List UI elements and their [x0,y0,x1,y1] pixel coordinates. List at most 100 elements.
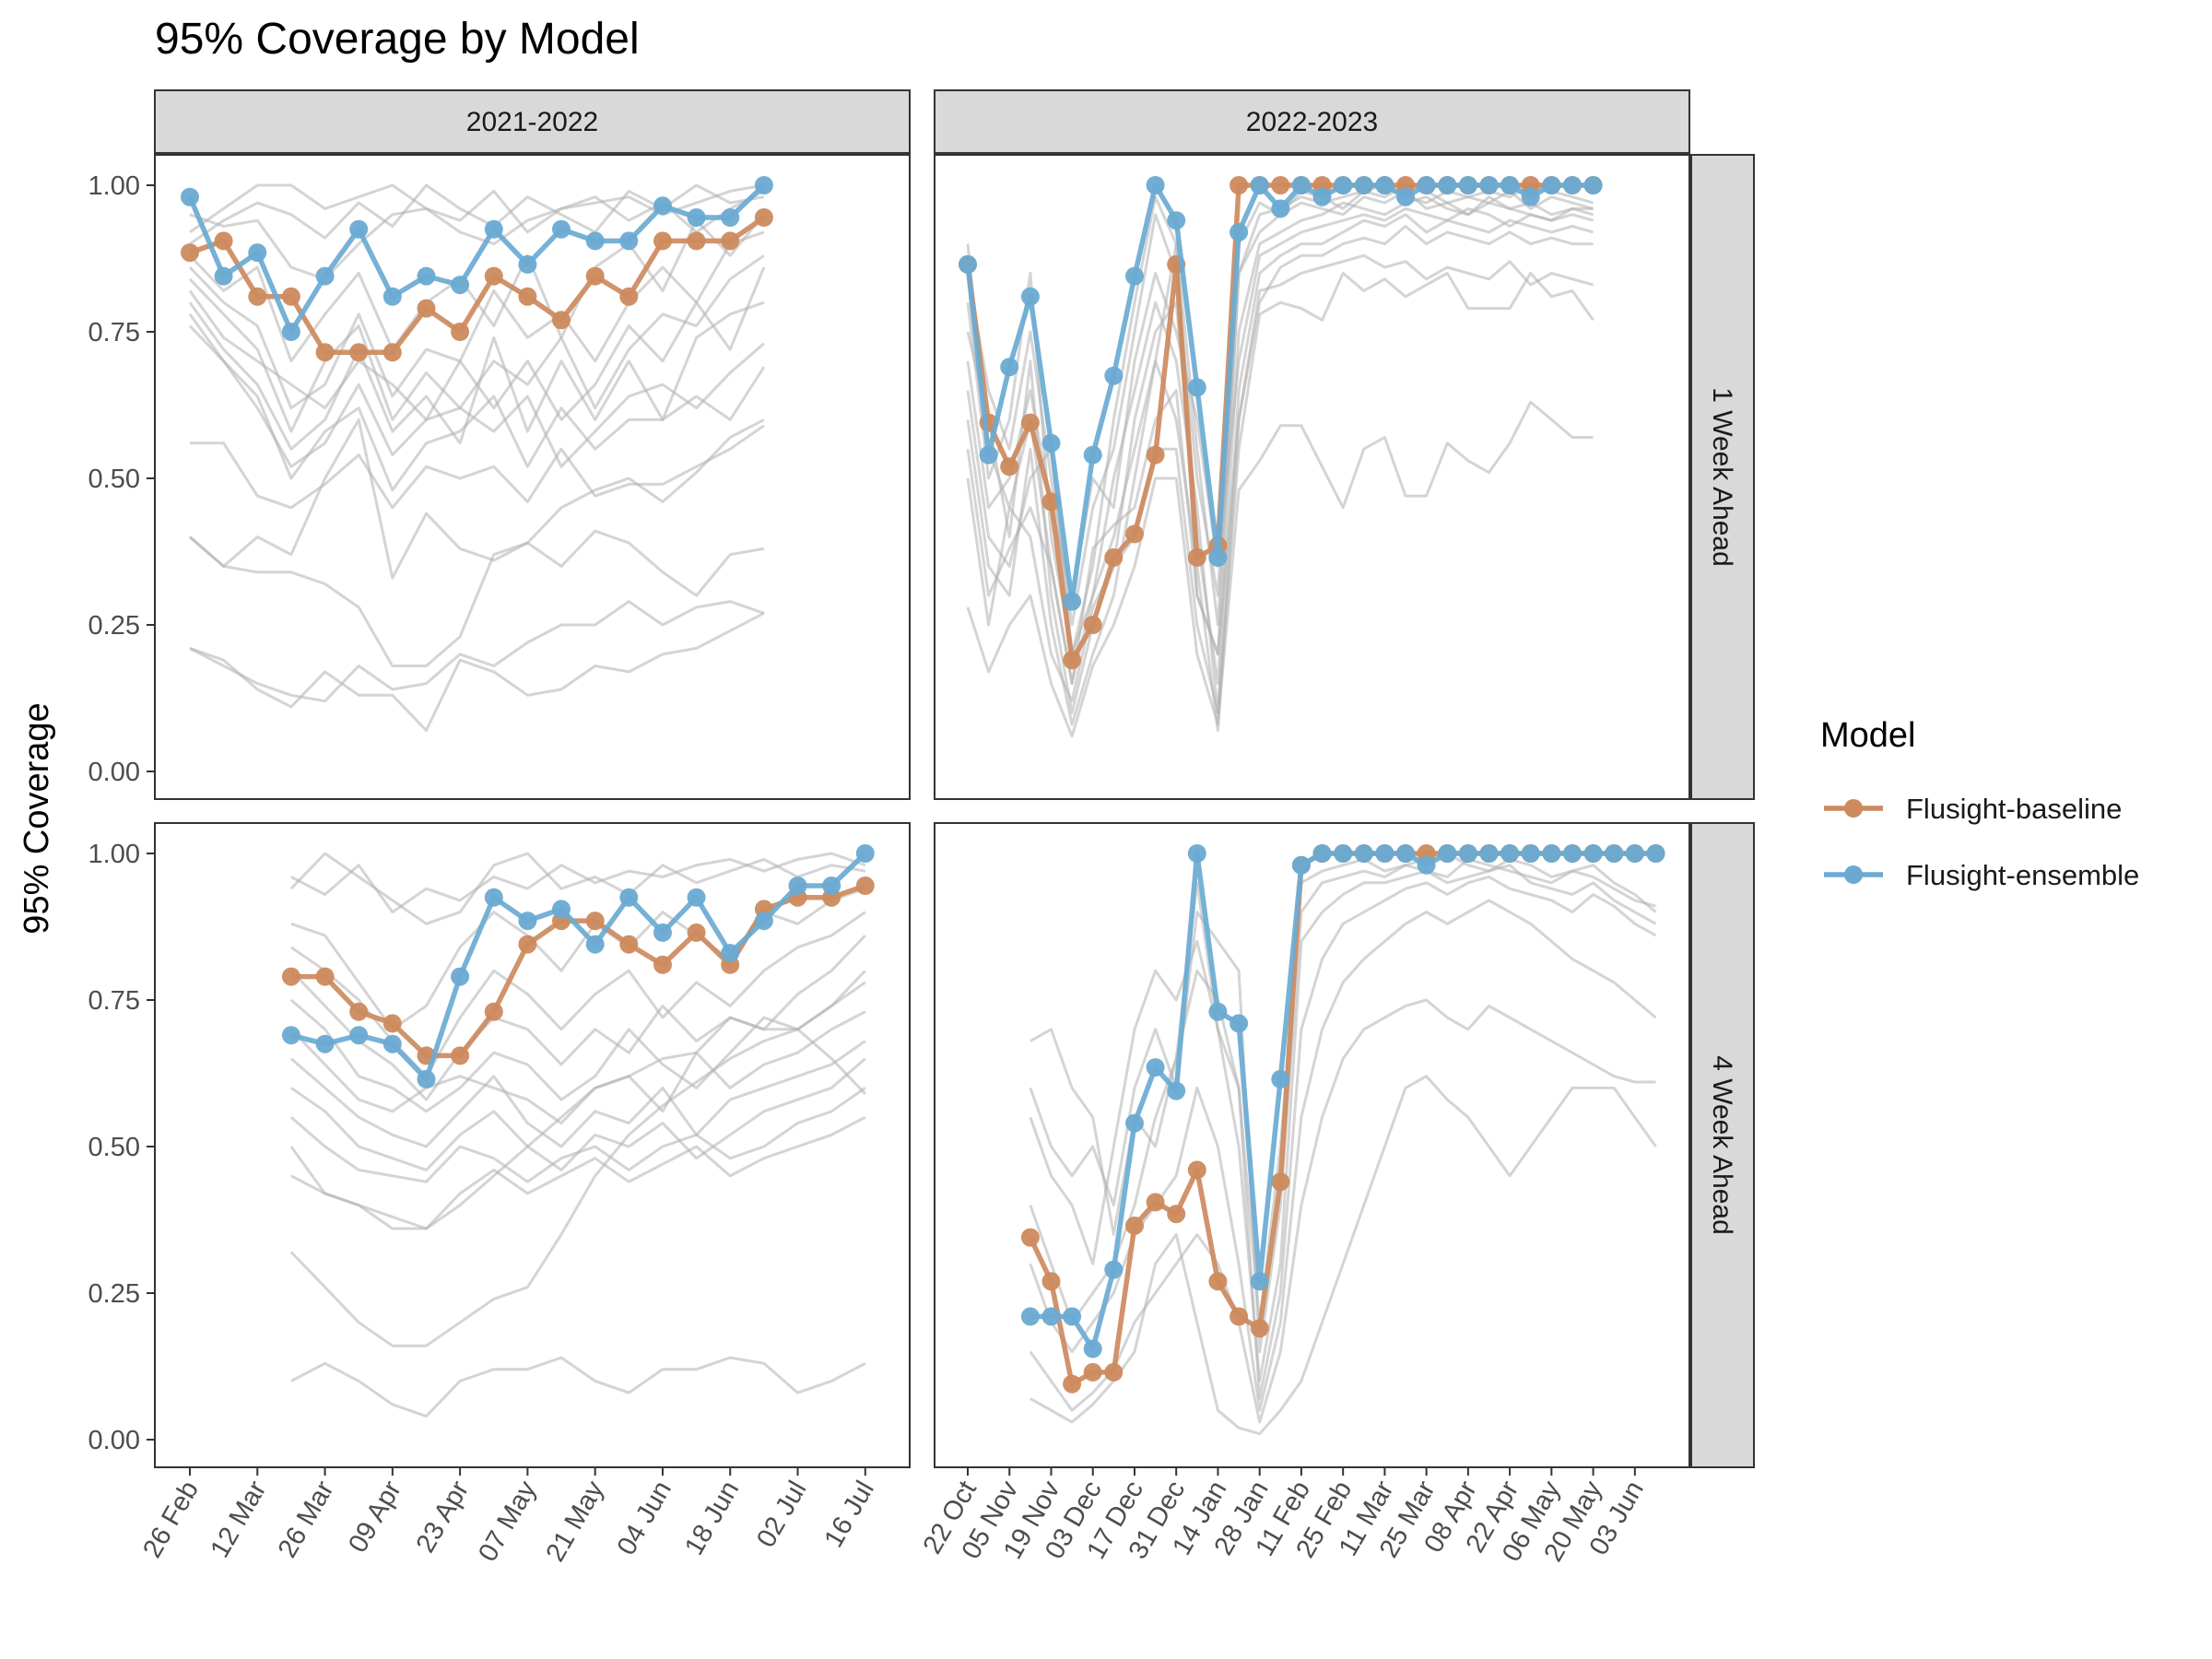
legend-title: Model [1820,716,1916,755]
data-point [1063,1307,1082,1326]
data-point [687,888,706,907]
data-point [1146,445,1165,465]
data-point [1312,844,1332,863]
data-point [1187,378,1206,397]
data-point [451,323,470,341]
legend-item: Flusight-baseline [1824,793,2122,825]
data-point [1104,366,1124,385]
data-point [1146,1058,1165,1077]
data-point [1230,1014,1249,1033]
strip-horizon-label: 1 Week Ahead [1707,387,1737,567]
data-point [1583,176,1603,194]
other-model-line [188,230,765,410]
other-model-line [966,253,1594,686]
data-point [1230,222,1249,241]
data-point [382,343,402,362]
data-point [1271,176,1290,194]
other-model-line [289,934,866,1101]
legend-label: Flusight-ensemble [1906,859,2139,891]
data-point [1000,358,1019,377]
data-point [281,323,300,341]
other-model-line [189,529,765,667]
other-model-line [289,970,866,1113]
data-point [1500,176,1520,194]
y-tick-label: 0.50 [88,465,140,494]
x-tick-label: 12 Mar [205,1476,272,1562]
data-point [1104,1260,1124,1279]
data-point [1521,844,1540,863]
data-point [1125,524,1144,544]
data-point [1625,844,1644,863]
data-point [653,231,672,251]
panel [154,154,911,800]
data-point [518,912,537,931]
x-tick-label: 23 Apr [411,1476,476,1558]
data-point [653,955,672,974]
data-point [1334,176,1353,194]
x-tick-label: 26 Mar [273,1476,340,1562]
data-point [619,231,639,251]
data-point [788,877,807,895]
data-point [619,935,639,954]
data-point [1041,433,1061,453]
data-point [1104,1362,1124,1382]
panel-border [154,154,911,800]
data-point [1458,844,1477,863]
data-point [181,187,199,206]
data-point [1187,547,1206,567]
data-point [1208,1272,1228,1291]
other-model-line [966,271,1594,714]
other-model-line [1030,1075,1657,1436]
data-point [585,231,605,251]
data-point [1083,616,1102,634]
data-point [281,287,300,306]
data-point [484,219,503,239]
data-point [1271,1069,1290,1088]
chart-title: 95% Coverage by Model [155,15,640,64]
data-point [1250,176,1269,194]
data-point [382,1014,402,1033]
data-point [417,266,436,286]
x-tick-label: 04 Jun [612,1477,677,1560]
data-point [754,208,773,227]
legend: Model Flusight-baseline Flusight-ensemble [1820,716,2139,891]
data-point [619,287,639,306]
y-tick-label: 0.50 [88,1133,140,1162]
data-point [721,208,740,227]
x-tick-label: 18 Jun [679,1477,745,1560]
data-point [1542,176,1561,194]
strip-season [934,89,1690,154]
data-point [687,208,706,227]
panel [934,154,1690,800]
y-tick-label: 0.75 [88,986,140,1016]
data-point [518,254,537,274]
data-point [1020,1228,1040,1247]
panel-border [934,822,1690,1468]
x-tick-label: 21 May [540,1476,610,1567]
data-point [1020,1307,1040,1326]
y-tick-label: 0.00 [88,1426,140,1455]
data-point [1354,844,1373,863]
data-point [1563,844,1582,863]
data-point [349,1002,369,1021]
panel-background [155,155,910,799]
data-point [1000,457,1019,477]
x-tick-label: 26 Feb [137,1477,205,1563]
data-point [653,196,672,216]
other-model-line [289,852,866,925]
data-point [181,243,199,263]
data-point [1271,199,1290,218]
data-point [1479,844,1499,863]
legend-item: Flusight-ensemble [1824,859,2139,891]
strip-season [154,89,911,154]
data-point [281,1026,300,1045]
data-point [552,311,571,330]
data-point [315,967,335,986]
other-model-line [188,324,766,492]
data-point [1542,844,1561,863]
x-tick-label: 02 Jul [751,1477,812,1553]
data-point [1417,176,1436,194]
data-point [1479,176,1499,194]
panel-border [934,154,1690,800]
x-tick-label: 07 May [473,1476,543,1567]
